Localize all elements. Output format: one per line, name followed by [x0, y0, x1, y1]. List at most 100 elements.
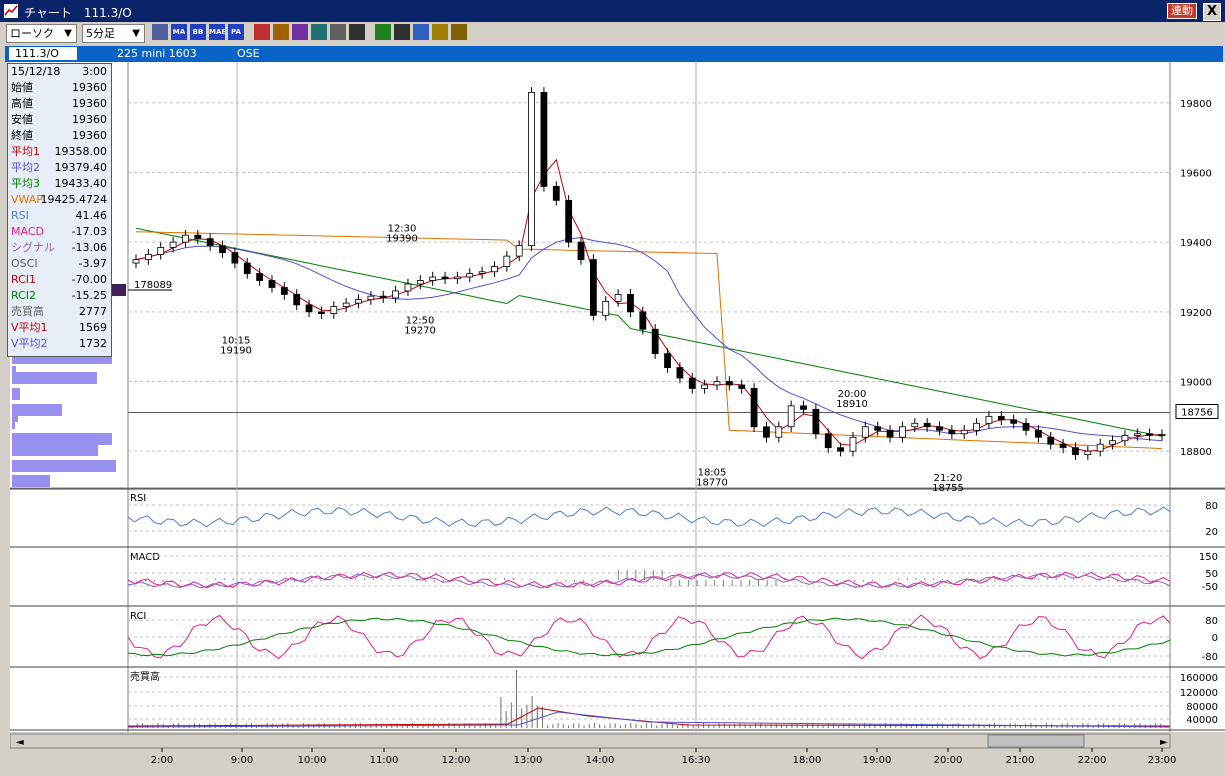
- rci2-line: [127, 617, 1171, 657]
- dropdown-arrow-icon: ▼: [64, 28, 72, 39]
- candle-body: [416, 280, 424, 285]
- candle-body: [466, 273, 474, 278]
- candle-body: [874, 426, 882, 431]
- candle-body: [144, 253, 152, 260]
- panel-tick-label: -80: [1202, 652, 1218, 663]
- mae-button[interactable]: MAE: [209, 24, 226, 40]
- candle-body: [293, 294, 301, 306]
- databox-row: RCI2 -15.25: [8, 288, 111, 304]
- tools-icon[interactable]: [432, 24, 448, 40]
- gann-icon[interactable]: [451, 24, 467, 40]
- candle-body: [1146, 433, 1154, 436]
- crosshair-icon[interactable]: [349, 24, 365, 40]
- candle-body: [627, 294, 634, 313]
- v-ma2-line: [127, 711, 1171, 728]
- rsi-line: [127, 506, 1171, 528]
- close-button[interactable]: X: [1203, 3, 1221, 21]
- databox-datetime: 15/12/18 3:00: [8, 64, 111, 80]
- candle-body: [540, 91, 548, 187]
- line-icon[interactable]: [254, 24, 270, 40]
- candle-body: [763, 426, 770, 438]
- databox-row: シグナル -13.06: [8, 240, 111, 256]
- volume-profile-bar: [12, 388, 20, 400]
- pa-button[interactable]: PA: [228, 24, 244, 40]
- candle-body: [725, 381, 733, 386]
- chart-type-value: ローソク: [10, 27, 54, 40]
- calc-icon[interactable]: [330, 24, 346, 40]
- bar-chart-icon[interactable]: [152, 24, 168, 40]
- databox-row: V平均1 1569: [8, 320, 111, 336]
- candle-body: [577, 241, 585, 260]
- databox-row: 安値 19360: [8, 112, 111, 128]
- candle-body: [997, 415, 1005, 421]
- databox-value: 19358.00: [54, 145, 108, 158]
- pen-icon[interactable]: [375, 24, 391, 40]
- annotation-price: 18755: [932, 483, 964, 494]
- x-axis-label: 12:00: [442, 755, 471, 766]
- candle-body: [342, 302, 350, 308]
- databox-label: 安値: [11, 113, 33, 126]
- candle-body: [157, 246, 165, 255]
- vwap-line: [135, 231, 1163, 450]
- x-axis-label: 20:00: [934, 755, 963, 766]
- candle-body: [812, 408, 820, 435]
- x-axis-label: 23:00: [1148, 755, 1177, 766]
- candle-body: [614, 294, 622, 302]
- databox-row: 始値 19360: [8, 80, 111, 96]
- candle-body: [1047, 436, 1055, 445]
- candle-body: [305, 304, 313, 313]
- cursor-icon[interactable]: [394, 24, 410, 40]
- scrollbar-thumb: [987, 734, 1085, 748]
- databox-label: シグナル: [11, 241, 55, 254]
- macd-line: [127, 571, 1171, 589]
- ma-button[interactable]: MA: [171, 24, 187, 40]
- chart-area[interactable]: 19800 19600 19400 19200 19000 18800 18756 17808…: [10, 62, 1225, 776]
- eraser-icon[interactable]: [413, 24, 429, 40]
- x-axis-label: 18:00: [793, 755, 822, 766]
- candle-body: [1034, 429, 1042, 438]
- databox-row: 平均2 19379.40: [8, 160, 111, 176]
- panel-tick-label: 80000: [1186, 702, 1218, 713]
- ma3-line: [135, 227, 1163, 437]
- link-button[interactable]: 連動: [1167, 3, 1197, 19]
- zoom-icon[interactable]: [311, 24, 327, 40]
- fib-icon[interactable]: [273, 24, 289, 40]
- databox-row: 平均3 19433.40: [8, 176, 111, 192]
- candle-body: [182, 234, 189, 243]
- databox-row: 平均1 19358.00: [8, 144, 111, 160]
- panel-tick-label: 0: [1212, 633, 1218, 644]
- databox-value: 19433.40: [54, 177, 108, 190]
- databox-value: 1569: [79, 321, 107, 334]
- databox-date: 15/12/18: [11, 65, 61, 78]
- databox-value: 19360: [72, 129, 107, 142]
- chart-canvas[interactable]: 19800 19600 19400 19200 19000 18800 18756 17808…: [10, 62, 1225, 776]
- databox-value: -13.06: [71, 241, 107, 254]
- databox-row: 終値 19360: [8, 128, 111, 144]
- panel-title: RCI: [130, 611, 146, 622]
- interval-select[interactable]: 5分足 ▼: [82, 24, 145, 43]
- x-axis-label: 2:00: [151, 755, 173, 766]
- annotation-time: 20:00: [838, 389, 867, 400]
- x-axis-label: 10:00: [298, 755, 327, 766]
- candle-body: [911, 422, 919, 428]
- databox-value: 19425.4724: [40, 193, 107, 206]
- symbol-code: 111.3/O: [9, 47, 77, 60]
- window-title: チャート 111.3/O: [24, 6, 132, 20]
- magic-icon[interactable]: [292, 24, 308, 40]
- symbol-info-bar: 111.3/O 225 mini 1603 OSE: [5, 46, 1223, 62]
- x-axis-label: 9:00: [231, 755, 253, 766]
- candle-body: [701, 384, 709, 389]
- databox-value: 41.46: [75, 209, 108, 222]
- databox-row: VWAP 19425.4724: [8, 192, 111, 208]
- candle-body: [392, 290, 399, 299]
- candle-body: [404, 283, 412, 292]
- candle-body: [824, 433, 832, 449]
- databox-label: 売買高: [11, 305, 44, 318]
- databox-label: 平均3: [11, 177, 40, 190]
- candle-body: [132, 259, 140, 264]
- bb-button[interactable]: BB: [190, 24, 206, 40]
- title-bar: チャート 111.3/O 連動 X: [0, 0, 1225, 22]
- chart-type-select[interactable]: ローソク ▼: [6, 24, 77, 43]
- candle-body: [973, 422, 980, 431]
- scroll-right-arrow: ►: [1160, 737, 1168, 748]
